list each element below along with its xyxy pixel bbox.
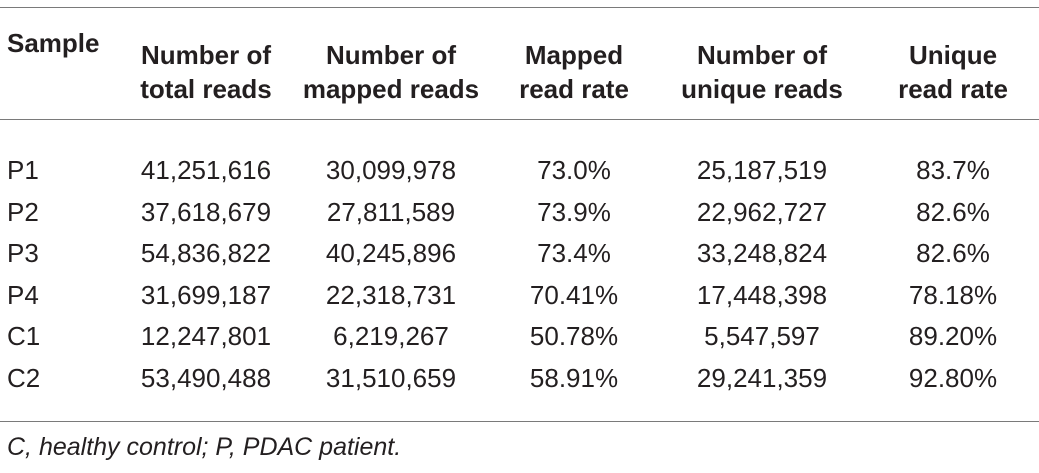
sequencing-reads-table: Sample Number of total reads Number of m…	[0, 8, 1039, 399]
header-row: Sample Number of total reads Number of m…	[0, 8, 1039, 136]
table-cell: 70.41%	[529, 279, 619, 310]
table-cell: 83.7%	[916, 155, 990, 186]
header-line: Mapped	[524, 40, 624, 70]
table-cell: 54,836,822	[140, 238, 272, 269]
table-cell: 82.6%	[916, 196, 990, 227]
table-cell: 33,248,824	[696, 238, 828, 269]
column-header-mapped-reads: Number of mapped reads	[291, 8, 491, 136]
table-cell: P1	[7, 155, 39, 186]
table-cell: 31,699,187	[140, 279, 272, 310]
header-line: Number of	[141, 40, 271, 70]
table-cell: 53,490,488	[140, 362, 272, 393]
table-cell: 73.9%	[537, 196, 611, 227]
table-row: P1 41,251,616 30,099,978 73.0% 25,187,51…	[0, 136, 1039, 192]
table-cell: P3	[7, 238, 39, 269]
table-row: P4 31,699,187 22,318,731 70.41% 17,448,3…	[0, 275, 1039, 317]
table-cell: C2	[7, 362, 41, 393]
column-header-total-reads: Number of total reads	[121, 8, 291, 136]
table-cell: P4	[7, 279, 39, 310]
header-line: read rate	[519, 74, 629, 104]
table-cell: 12,247,801	[140, 321, 272, 352]
table-cell: 22,318,731	[325, 279, 457, 310]
table-cell: 73.0%	[537, 155, 611, 186]
header-line: mapped reads	[302, 74, 480, 104]
top-rule	[0, 7, 1039, 8]
column-header-unique-rate: Unique read rate	[867, 8, 1039, 136]
table-cell: 41,251,616	[140, 155, 272, 186]
table-row: C1 12,247,801 6,219,267 50.78% 5,547,597…	[0, 316, 1039, 358]
table-cell: 22,962,727	[696, 196, 828, 227]
table-header: Sample Number of total reads Number of m…	[0, 8, 1039, 136]
table-cell: 40,245,896	[325, 238, 457, 269]
table-cell: 37,618,679	[140, 196, 272, 227]
table-cell: 25,187,519	[696, 155, 828, 186]
table-cell: 17,448,398	[696, 279, 828, 310]
table-body: P1 41,251,616 30,099,978 73.0% 25,187,51…	[0, 136, 1039, 399]
header-line: Number of	[697, 40, 827, 70]
table-cell: 30,099,978	[325, 155, 457, 186]
bottom-rule	[0, 421, 1039, 422]
table-cell: 89.20%	[908, 321, 998, 352]
table-row: P2 37,618,679 27,811,589 73.9% 22,962,72…	[0, 192, 1039, 234]
table-row: C2 53,490,488 31,510,659 58.91% 29,241,3…	[0, 358, 1039, 400]
table-cell: 82.6%	[916, 238, 990, 269]
table-cell: 78.18%	[908, 279, 998, 310]
table-cell: 92.80%	[908, 362, 998, 393]
header-line: Number of	[326, 40, 456, 70]
column-header-mapped-rate: Mapped read rate	[491, 8, 657, 136]
table-cell: 29,241,359	[696, 362, 828, 393]
header-line: Sample	[7, 28, 100, 58]
header-line: unique reads	[681, 74, 843, 104]
column-header-unique-reads: Number of unique reads	[657, 8, 867, 136]
table-cell: 58.91%	[529, 362, 619, 393]
table-cell: 31,510,659	[325, 362, 457, 393]
table-cell: 50.78%	[529, 321, 619, 352]
header-line: total reads	[140, 74, 272, 104]
table-cell: 27,811,589	[326, 196, 456, 227]
table-cell: 5,547,597	[704, 321, 820, 352]
header-line: Unique	[908, 40, 998, 70]
table-row: P3 54,836,822 40,245,896 73.4% 33,248,82…	[0, 233, 1039, 275]
table-cell: C1	[7, 321, 41, 352]
table-cell: 73.4%	[537, 238, 611, 269]
header-line: read rate	[898, 74, 1008, 104]
table-cell: P2	[7, 196, 39, 227]
table-cell: 6,219,267	[333, 321, 449, 352]
table-footnote: C, healthy control; P, PDAC patient.	[7, 433, 402, 461]
column-header-sample: Sample	[0, 8, 121, 136]
header-rule	[0, 119, 1039, 120]
